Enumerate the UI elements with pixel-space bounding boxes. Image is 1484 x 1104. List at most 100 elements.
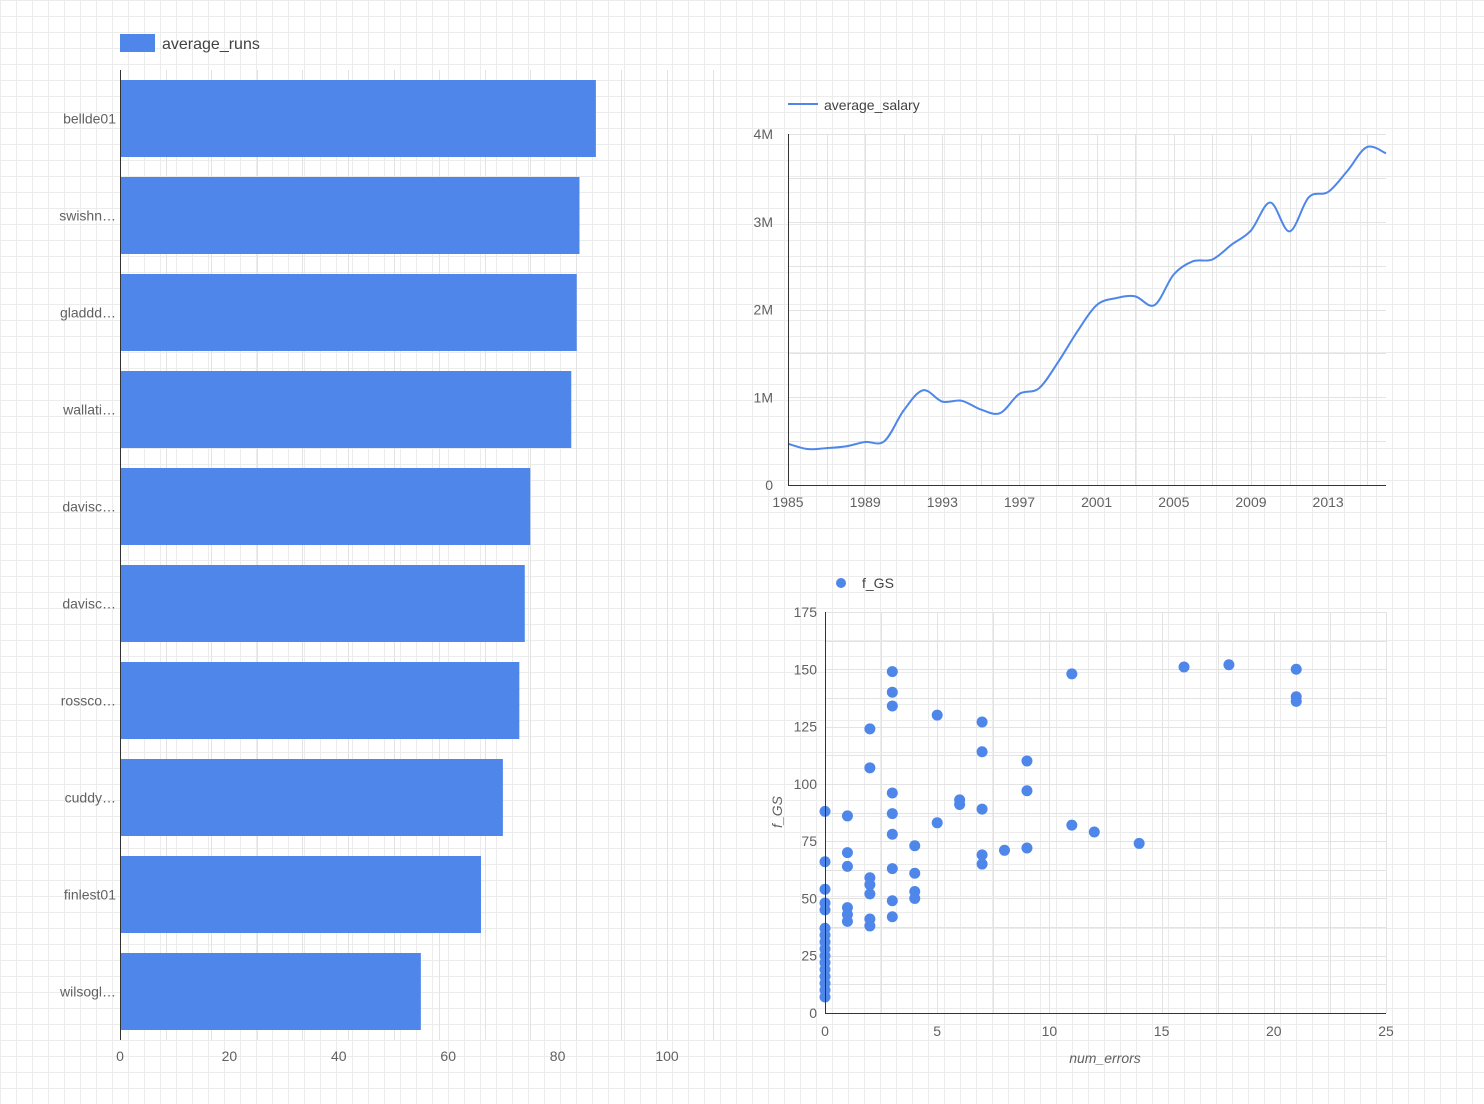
- category-label: gladdd…: [60, 305, 116, 321]
- data-point: [886, 700, 898, 712]
- x-tick-label: 25: [1378, 1023, 1394, 1039]
- data-point: [1133, 837, 1145, 849]
- category-label: cuddy…: [65, 790, 116, 806]
- y-tick-label: 0: [809, 1005, 817, 1021]
- data-point: [909, 867, 921, 879]
- y-tick-label: 2M: [754, 302, 773, 318]
- legend-label: average_salary: [824, 97, 920, 113]
- data-point: [886, 666, 898, 678]
- data-point: [976, 849, 988, 861]
- data-point: [976, 858, 988, 870]
- data-point: [954, 798, 966, 810]
- x-axis-ticks: 0 20 40 60 80 100: [116, 1048, 679, 1064]
- x-tick-label: 40: [331, 1048, 347, 1064]
- data-point: [864, 762, 876, 774]
- data-point: [841, 915, 853, 927]
- y-tick-label: 4M: [754, 126, 773, 142]
- data-point: [886, 895, 898, 907]
- bar-chart: average_runs bellde01 swishn… gladdd… walla…: [59, 34, 714, 1064]
- y-tick-label: 175: [794, 604, 818, 620]
- series-line: [787, 145, 1387, 451]
- x-tick-label: 5: [933, 1023, 941, 1039]
- x-tick-label: 2005: [1158, 494, 1189, 510]
- x-tick-label: 100: [655, 1048, 679, 1064]
- y-tick-label: 0: [765, 477, 773, 493]
- x-axis-label: num_errors: [1069, 1050, 1141, 1066]
- y-axis-ticks: 0 1M 2M 3M 4M: [754, 126, 774, 493]
- data-point: [976, 716, 988, 728]
- category-label: finlest01: [64, 887, 116, 903]
- data-point: [841, 847, 853, 859]
- data-point: [886, 828, 898, 840]
- data-point: [909, 892, 921, 904]
- x-axis-ticks: 1985 1989 1993 1997 2001 2005 2009 2013: [772, 494, 1343, 510]
- data-point: [1290, 695, 1302, 707]
- bar: [121, 759, 503, 836]
- data-point: [841, 810, 853, 822]
- legend-dot: [836, 578, 846, 588]
- x-tick-label: 20: [1266, 1023, 1282, 1039]
- category-label: wilsogl…: [59, 984, 116, 1000]
- x-tick-label: 2001: [1081, 494, 1112, 510]
- bar: [121, 274, 577, 351]
- data-point: [886, 863, 898, 875]
- category-label: davisc…: [62, 596, 116, 612]
- bar: [121, 953, 421, 1030]
- bars: [121, 80, 596, 1030]
- x-tick-label: 60: [440, 1048, 456, 1064]
- data-point: [1223, 659, 1235, 671]
- y-tick-label: 25: [801, 948, 817, 964]
- data-point: [931, 817, 943, 829]
- y-tick-label: 125: [794, 719, 818, 735]
- y-tick-label: 1M: [754, 389, 773, 405]
- data-point: [1088, 826, 1100, 838]
- category-labels: bellde01 swishn… gladdd… wallati… davisc… dav…: [59, 111, 116, 1000]
- data-point: [909, 840, 921, 852]
- data-point: [1021, 842, 1033, 854]
- data-point: [976, 803, 988, 815]
- x-tick-label: 1993: [927, 494, 958, 510]
- x-tick-label: 10: [1042, 1023, 1058, 1039]
- x-tick-label: 80: [550, 1048, 566, 1064]
- category-label: wallati…: [62, 402, 116, 418]
- data-point: [1178, 661, 1190, 673]
- x-tick-label: 20: [222, 1048, 238, 1064]
- line-chart: average_salary 0 1M 2M 3M 4M 1985 1989 1993 199…: [754, 97, 1387, 510]
- bar: [121, 468, 531, 545]
- data-point: [1021, 755, 1033, 767]
- legend-label: average_runs: [162, 36, 260, 53]
- bar: [121, 371, 572, 448]
- y-axis-ticks: 0 25 50 75 100 125 150 175: [794, 604, 818, 1021]
- data-point: [1066, 668, 1078, 680]
- x-tick-label: 1989: [850, 494, 881, 510]
- data-point: [841, 860, 853, 872]
- x-tick-label: 0: [116, 1048, 124, 1064]
- data-point: [976, 746, 988, 758]
- data-point: [1066, 819, 1078, 831]
- data-point: [1290, 663, 1302, 675]
- category-label: rossco…: [61, 693, 116, 709]
- bar: [121, 662, 520, 739]
- data-point: [864, 920, 876, 932]
- x-tick-label: 15: [1154, 1023, 1170, 1039]
- bar: [121, 565, 525, 642]
- points: [819, 659, 1302, 1003]
- legend-label: f_GS: [862, 575, 894, 591]
- data-point: [999, 844, 1011, 856]
- x-axis-ticks: 0 5 10 15 20 25: [821, 1023, 1394, 1039]
- category-label: swishn…: [59, 208, 116, 224]
- x-tick-label: 2013: [1313, 494, 1344, 510]
- data-point: [1021, 785, 1033, 797]
- x-tick-label: 1985: [772, 494, 803, 510]
- data-point: [886, 686, 898, 698]
- bar: [121, 856, 482, 933]
- grid: [825, 612, 1387, 1014]
- data-point: [886, 808, 898, 820]
- category-label: davisc…: [62, 499, 116, 515]
- category-label: bellde01: [63, 111, 116, 127]
- y-tick-label: 150: [794, 661, 818, 677]
- legend-swatch: [120, 34, 155, 52]
- y-axis-label: f_GS: [769, 795, 785, 828]
- bar: [121, 80, 596, 157]
